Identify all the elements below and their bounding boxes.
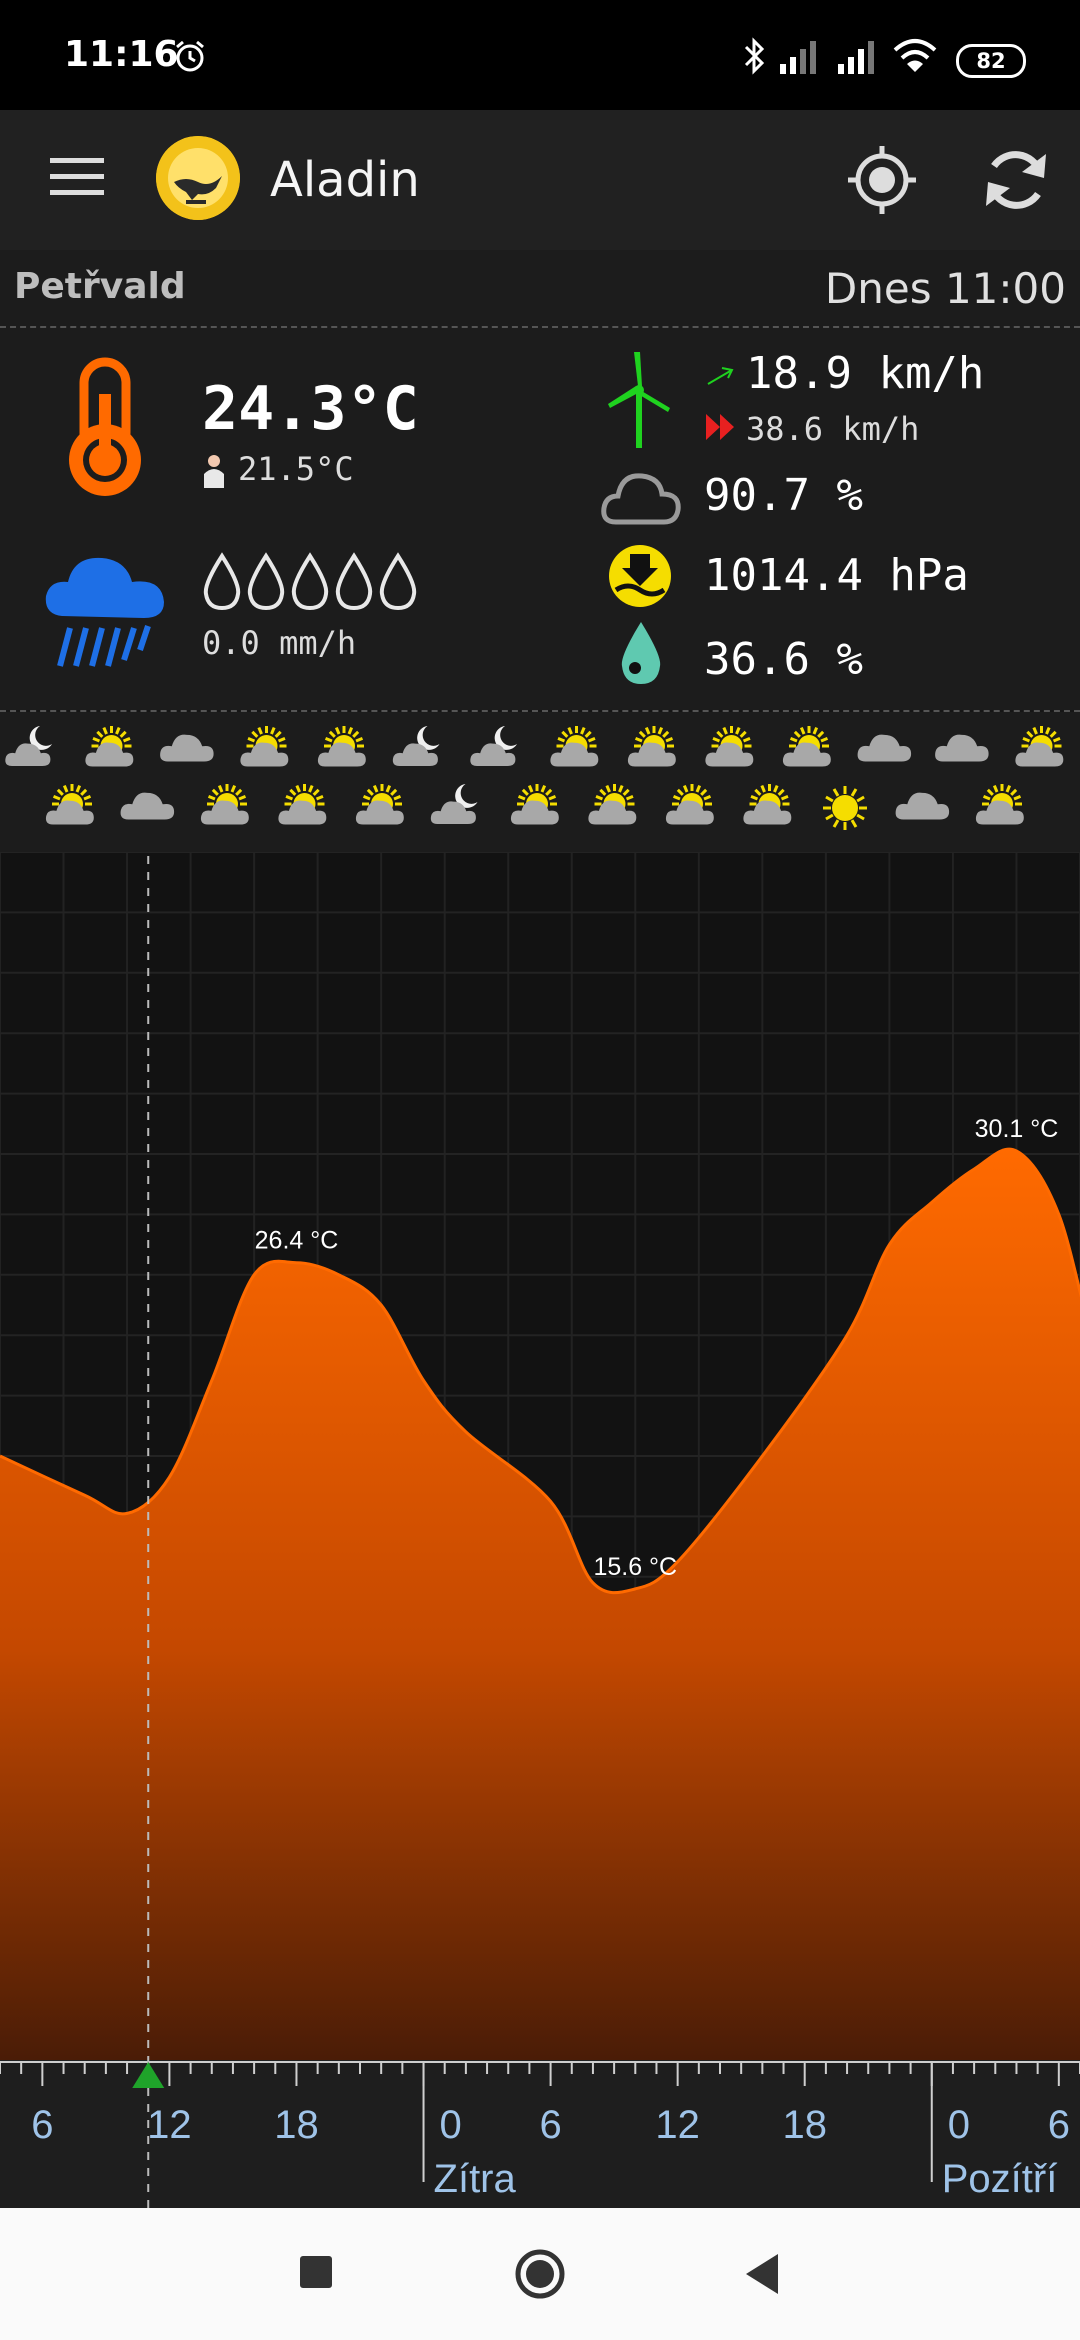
- divider: [0, 710, 1080, 712]
- forecast-icon-strip: [0, 712, 1080, 852]
- alarm-icon: [176, 40, 204, 72]
- partly-sunny-icon: [627, 726, 676, 767]
- partly-sunny-icon: [355, 784, 404, 825]
- status-bar: 11:16 82: [0, 0, 1080, 110]
- axis-tick-label: 0: [440, 2103, 462, 2147]
- thermometer-icon: [69, 357, 141, 496]
- temperature-area: [0, 1149, 1080, 2060]
- partly-sunny-icon: [317, 726, 366, 767]
- axis-tick-label: 6: [31, 2103, 53, 2147]
- day-label: Pozítří: [942, 2157, 1058, 2201]
- time-axis: [0, 2062, 1080, 2208]
- precipitation-rate: 0.0 mm/h: [202, 624, 357, 662]
- signal-icon: [838, 41, 874, 74]
- temperature-annotation: 15.6 °C: [593, 1553, 677, 1581]
- location-name[interactable]: Petřvald: [14, 266, 186, 307]
- temperature-annotation: 26.4 °C: [255, 1227, 339, 1255]
- partly-sunny-icon: [743, 784, 792, 825]
- feels-like-temperature: 21.5°C: [238, 450, 354, 488]
- wind-speed: 18.9 km/h: [746, 348, 985, 399]
- partly-sunny-icon: [588, 784, 637, 825]
- battery-indicator: 82: [956, 44, 1026, 78]
- partly-sunny-icon: [1015, 726, 1064, 767]
- now-marker-icon: [132, 2062, 165, 2088]
- wind-gust: 38.6 km/h: [746, 410, 920, 448]
- pressure-icon: [609, 545, 671, 607]
- axis-tick-label: 18: [274, 2103, 319, 2147]
- partly-cloudy-night-icon: [470, 726, 517, 766]
- system-nav-bar: [0, 2208, 1080, 2340]
- pressure: 1014.4 hPa: [704, 550, 969, 601]
- partly-sunny-icon: [782, 726, 831, 767]
- partly-sunny-icon: [510, 784, 559, 825]
- drop-icon: [379, 552, 417, 611]
- axis-tick-label: 6: [539, 2103, 561, 2147]
- drop-icon: [203, 552, 241, 611]
- humidity-drop-icon: [621, 622, 661, 684]
- recent-apps-button[interactable]: [300, 2256, 332, 2288]
- divider: [0, 326, 1080, 328]
- partly-sunny-icon: [85, 726, 134, 767]
- locate-icon[interactable]: [846, 144, 918, 216]
- wind-gust-icon: [706, 414, 734, 440]
- temperature-chart-svg: 26.4 °C15.6 °C30.1 °C21.7 °C 61218061218…: [0, 852, 1080, 2208]
- drop-icon: [291, 552, 329, 611]
- axis-tick-label: 18: [782, 2103, 827, 2147]
- forecast-icons: [5, 726, 1064, 830]
- temperature-line: [0, 1147, 1080, 1595]
- axis-tick-label: 0: [948, 2103, 970, 2147]
- temperature-annotation: 30.1 °C: [975, 1115, 1059, 1143]
- partly-sunny-icon: [550, 726, 599, 767]
- refresh-icon[interactable]: [980, 144, 1052, 216]
- wind-direction-arrow-icon: [707, 367, 734, 385]
- cloudy-icon: [935, 734, 989, 762]
- sunny-icon: [823, 786, 867, 830]
- app-bar: Aladin: [0, 110, 1080, 250]
- menu-icon[interactable]: [50, 156, 104, 198]
- partly-sunny-icon: [975, 784, 1024, 825]
- axis-tick-label: 12: [655, 2103, 700, 2147]
- precipitation-drops: [203, 552, 417, 611]
- app-title: Aladin: [270, 152, 420, 208]
- day-label: Zítra: [434, 2157, 517, 2201]
- drop-icon: [247, 552, 285, 611]
- cloudy-icon: [120, 792, 175, 820]
- cloudy-icon: [895, 792, 950, 820]
- signal-icon: [780, 41, 816, 74]
- wifi-icon: [893, 39, 937, 72]
- partly-cloudy-night-icon: [392, 726, 440, 766]
- partly-sunny-icon: [665, 784, 714, 825]
- humidity: 36.6 %: [704, 634, 863, 685]
- bluetool-icon: [744, 37, 765, 75]
- partly-sunny-icon: [278, 784, 327, 825]
- wind-turbine-icon: [608, 352, 670, 448]
- current-temperature: 24.3°C: [202, 374, 419, 444]
- axis-tick-label: 12: [147, 2103, 192, 2147]
- back-button[interactable]: [742, 2252, 782, 2296]
- current-conditions-panel: Petřvald Dnes 11:00 24.3°C 21.5°C 0.0 mm…: [0, 250, 1080, 712]
- home-button[interactable]: [514, 2248, 566, 2300]
- status-time: 11:16: [64, 34, 179, 75]
- app-logo-lamp-icon: [156, 136, 240, 220]
- partly-sunny-icon: [45, 784, 94, 825]
- person-icon: [204, 455, 224, 488]
- partly-sunny-icon: [200, 784, 249, 825]
- drop-icon: [335, 552, 373, 611]
- cloudy-icon: [160, 734, 214, 762]
- cloud-cover: 90.7 %: [704, 470, 863, 521]
- temperature-chart[interactable]: 26.4 °C15.6 °C30.1 °C21.7 °C 61218061218…: [0, 852, 1080, 2208]
- partly-cloudy-night-icon: [430, 784, 478, 824]
- forecast-time: Dnes 11:00: [824, 264, 1066, 313]
- rain-cloud-icon: [45, 557, 164, 667]
- partly-sunny-icon: [240, 726, 289, 767]
- cloud-cover-icon: [601, 473, 681, 525]
- axis-tick-label: 6: [1048, 2103, 1070, 2147]
- partly-cloudy-night-icon: [5, 726, 52, 766]
- cloudy-icon: [857, 734, 912, 762]
- partly-sunny-icon: [705, 726, 754, 767]
